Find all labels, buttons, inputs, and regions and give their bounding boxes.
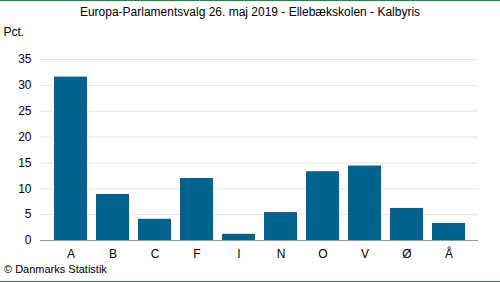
svg-text:15: 15: [18, 156, 32, 170]
svg-text:B: B: [109, 247, 117, 260]
svg-text:Pct.: Pct.: [4, 25, 25, 39]
svg-text:C: C: [151, 247, 160, 260]
svg-text:5: 5: [25, 207, 32, 221]
svg-text:35: 35: [18, 52, 32, 66]
svg-text:A: A: [67, 247, 75, 260]
svg-text:20: 20: [18, 130, 32, 144]
svg-text:Å: Å: [445, 246, 453, 260]
html-text:© Danmarks Statistik: © Danmarks Statistik: [4, 263, 107, 275]
svg-text:O: O: [318, 247, 327, 260]
svg-text:V: V: [361, 247, 369, 260]
html-text:Europa-Parlamentsvalg 26. maj: Europa-Parlamentsvalg 26. maj 2019 - Ell…: [79, 5, 421, 19]
svg-text:25: 25: [18, 104, 32, 118]
svg-text:0: 0: [25, 233, 32, 247]
svg-text:F: F: [193, 247, 200, 260]
svg-text:Ø: Ø: [402, 247, 411, 260]
svg-text:10: 10: [18, 182, 32, 196]
svg-text:30: 30: [18, 78, 32, 92]
svg-text:N: N: [277, 247, 286, 260]
svg-text:I: I: [237, 247, 240, 260]
